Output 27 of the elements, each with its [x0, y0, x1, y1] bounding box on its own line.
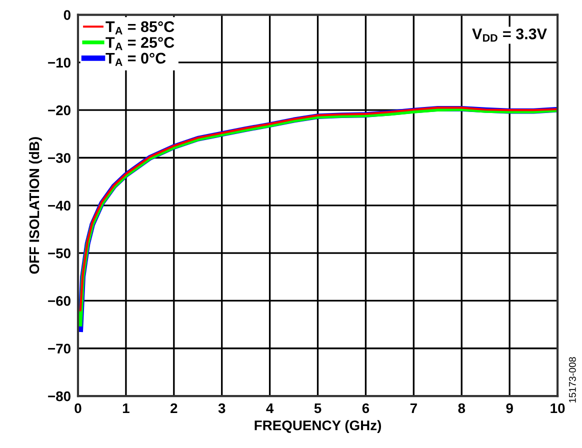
- x-axis-title: FREQUENCY (GHz): [254, 420, 382, 434]
- text: 15173-008: [568, 357, 576, 402]
- y-tick-label: −20: [48, 105, 70, 116]
- legend-label: T$_{A}$ = 85°C: [106, 21, 174, 34]
- x-tick-label: 6: [362, 403, 370, 414]
- x-tick-label: 5: [314, 403, 322, 414]
- y-axis-title: OFF ISOLATION (dB): [28, 137, 42, 274]
- x-tick-label: 2: [170, 403, 178, 414]
- y-tick-label: −70: [48, 344, 70, 354]
- legend-label: T$_{A}$ = 25°C: [106, 37, 174, 50]
- legend-label: T$_{A}$ = 0°C: [106, 52, 166, 66]
- y-tick-label: −80: [48, 391, 70, 402]
- y-tick-label: −40: [48, 200, 70, 211]
- y-tick-label: −30: [48, 153, 70, 163]
- x-tick-label: 1: [122, 403, 130, 414]
- x-tick-label: 3: [218, 403, 226, 414]
- x-tick-label: 7: [410, 403, 417, 414]
- y-tick-label: −50: [48, 248, 70, 258]
- x-tick-label: 9: [506, 403, 513, 414]
- y-tick-label: −60: [48, 296, 70, 306]
- x-tick-label: 10: [550, 403, 565, 414]
- y-tick-label: 0: [64, 10, 70, 20]
- annotation: V$_{DD}$ = 3.3V: [472, 28, 547, 42]
- y-tick-label: −10: [48, 58, 70, 68]
- x-tick-label: 8: [458, 403, 466, 414]
- x-tick-label: 4: [266, 403, 274, 414]
- x-tick-label: 0: [74, 403, 82, 414]
